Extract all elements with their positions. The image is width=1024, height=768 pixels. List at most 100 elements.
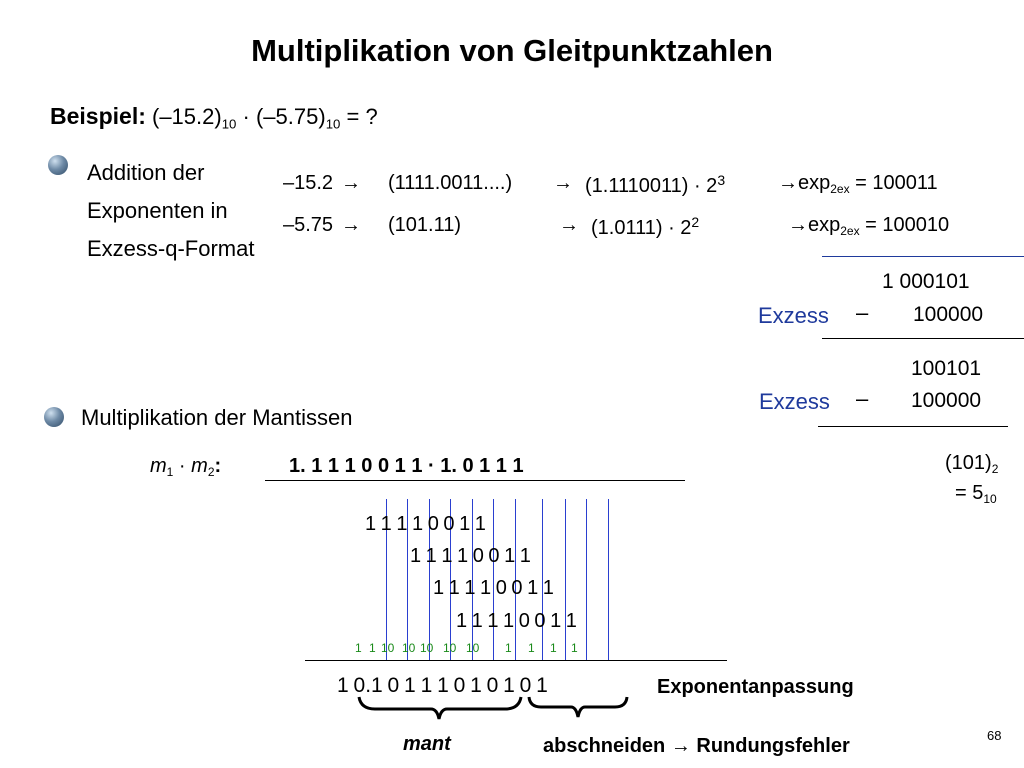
bullet-icon bbox=[44, 407, 64, 427]
row1-c-text: (1.1110011) · 2 bbox=[585, 175, 718, 197]
calc-minus1: – bbox=[856, 300, 869, 325]
arrow-icon: → bbox=[341, 214, 361, 236]
column-guide bbox=[515, 499, 516, 660]
mult-label: m1 · m2: bbox=[150, 455, 221, 479]
row2-d-sub: 2ex bbox=[840, 224, 860, 239]
example-tail: = ? bbox=[346, 104, 378, 129]
sum-line bbox=[305, 660, 727, 661]
calc-decimal: = 510 bbox=[955, 482, 997, 506]
calc-sum: 1 000101 bbox=[882, 270, 970, 293]
column-guide bbox=[608, 499, 609, 660]
row1-c: (1.1110011) · 23 bbox=[585, 172, 725, 198]
arrow-icon: → bbox=[553, 172, 573, 194]
page-number: 68 bbox=[987, 728, 1002, 743]
row1-d-sub: 2ex bbox=[830, 182, 850, 197]
partial-row-4: 1 1 1 1 0 0 1 1 bbox=[456, 610, 577, 632]
column-guide bbox=[429, 499, 430, 660]
column-guide bbox=[386, 499, 387, 660]
brace-abschneiden-icon bbox=[527, 696, 629, 718]
carry: 10 bbox=[402, 641, 416, 655]
carry: 10 bbox=[381, 641, 395, 655]
arrow-icon: → bbox=[788, 214, 808, 236]
partial-row-1: 1 1 1 1 0 0 1 1 bbox=[365, 513, 486, 535]
column-guide bbox=[493, 499, 494, 660]
arrow-icon: → bbox=[778, 172, 798, 194]
row1-e: = 100011 bbox=[855, 172, 938, 194]
mult-m1-sub: 1 bbox=[166, 465, 174, 480]
example-label: Beispiel: bbox=[50, 103, 146, 129]
calc-decimal-base: 10 bbox=[983, 492, 997, 507]
partial-row-2: 1 1 1 1 0 0 1 1 bbox=[410, 545, 531, 567]
calc-exzess1: Exzess bbox=[758, 303, 829, 328]
calc-bottom-line bbox=[818, 426, 1008, 427]
calc-decimal-text: = 5 bbox=[955, 482, 984, 504]
row2-d-text: exp bbox=[808, 214, 841, 236]
calc-minus2: – bbox=[856, 386, 869, 411]
mult-dot: · bbox=[178, 455, 186, 477]
row1-c-exp: 3 bbox=[717, 172, 726, 188]
carry: 1 bbox=[571, 641, 578, 655]
row1-b: (1111.0011....) bbox=[388, 172, 513, 194]
bullet1-line1: Addition der bbox=[87, 160, 205, 185]
row1-a: –15.2 bbox=[283, 172, 334, 194]
bullet1-text: Addition der Exponenten in Exzess-q-Form… bbox=[87, 154, 254, 268]
example-line: Beispiel: (–15.2)10 · (–5.75)10 = ? bbox=[50, 103, 378, 132]
column-guide bbox=[472, 499, 473, 660]
product-result: 1 0.1 0 1 1 1 0 1 0 1 0 1 bbox=[337, 674, 548, 697]
calc-binary-text: (101) bbox=[945, 452, 992, 474]
calc-res: 100101 bbox=[911, 357, 982, 380]
row2-e: = 100010 bbox=[865, 214, 950, 236]
arrow-icon: → bbox=[341, 172, 361, 194]
partial-row-3: 1 1 1 1 0 0 1 1 bbox=[433, 577, 554, 599]
bullet1-line3: Exzess-q-Format bbox=[87, 236, 255, 261]
carry: 1 bbox=[550, 641, 557, 655]
arrow-icon: → bbox=[559, 214, 579, 236]
mult-m2: m bbox=[191, 455, 208, 477]
abschneiden-label: abschneiden → Rundungsfehler bbox=[543, 735, 850, 758]
bullet2-label: Multiplikation der Mantissen bbox=[81, 405, 353, 430]
carry: 10 bbox=[443, 641, 457, 655]
exponentanpassung-label: Exponentanpassung bbox=[657, 676, 854, 698]
bullet1-line2: Exponenten in bbox=[87, 198, 228, 223]
row2-d: →exp2ex = 100010 bbox=[788, 214, 949, 238]
example-a: (–15.2) bbox=[152, 104, 222, 129]
example-dot: · bbox=[242, 104, 250, 129]
calc-mid-line bbox=[822, 338, 1024, 339]
example-a-base: 10 bbox=[221, 116, 237, 132]
row2-a: –5.75 bbox=[283, 214, 334, 236]
row1-d: →exp2ex = 100011 bbox=[778, 172, 938, 196]
mult-underline bbox=[265, 480, 685, 481]
example-b: (–5.75) bbox=[255, 104, 326, 129]
mult-expr: 1. 1 1 1 0 0 1 1 · 1. 0 1 1 1 bbox=[289, 455, 524, 477]
column-guide bbox=[542, 499, 543, 660]
carry: 1 bbox=[505, 641, 512, 655]
carry: 10 bbox=[420, 641, 434, 655]
column-guide bbox=[586, 499, 587, 660]
calc-binary: (101)2 bbox=[945, 452, 998, 476]
calc-val1: 100000 bbox=[913, 303, 984, 326]
calc-exzess2: Exzess bbox=[759, 389, 830, 414]
carry: 1 bbox=[355, 641, 362, 655]
mult-m1: m bbox=[150, 455, 167, 477]
column-guide bbox=[450, 499, 451, 660]
column-guide bbox=[565, 499, 566, 660]
mant-label: mant bbox=[403, 733, 451, 755]
arrow-icon: → bbox=[670, 735, 691, 757]
carry: 1 bbox=[369, 641, 376, 655]
example-b-base: 10 bbox=[325, 116, 341, 132]
calc-top-line bbox=[822, 256, 1024, 257]
brace-mant-icon bbox=[357, 696, 523, 720]
row1-d-text: exp bbox=[798, 172, 831, 194]
row2-c-text: (1.0111) · 2 bbox=[591, 217, 692, 239]
row2-b: (101.11) bbox=[388, 214, 462, 236]
column-guide bbox=[407, 499, 408, 660]
page-title: Multiplikation von Gleitpunktzahlen bbox=[251, 33, 773, 68]
calc-val2: 100000 bbox=[911, 389, 982, 412]
abschneiden-text: abschneiden bbox=[543, 735, 666, 757]
mult-m2-sub: 2 bbox=[207, 465, 215, 480]
bullet-icon bbox=[48, 155, 68, 175]
carry: 1 bbox=[528, 641, 535, 655]
rundungsfehler-text: Rundungsfehler bbox=[696, 735, 850, 757]
carry: 10 bbox=[466, 641, 480, 655]
mult-colon: : bbox=[214, 455, 222, 477]
